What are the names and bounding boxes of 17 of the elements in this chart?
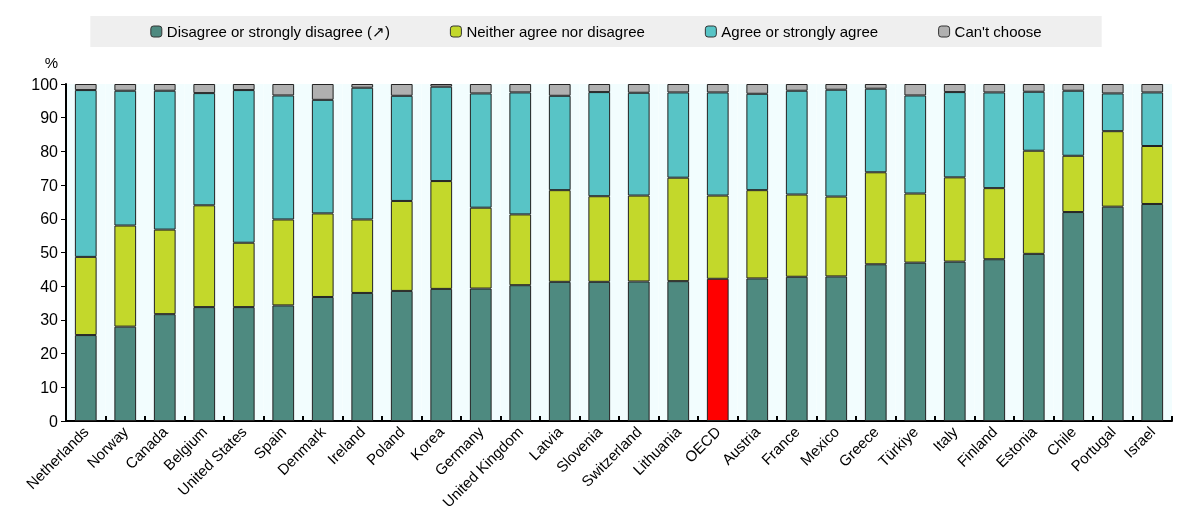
y-tick-label: 70 bbox=[40, 176, 59, 194]
y-tick-label: 90 bbox=[40, 109, 59, 127]
legend-label: Neither agree nor disagree bbox=[466, 23, 645, 40]
y-tick-label: 100 bbox=[31, 75, 59, 93]
y-tick-label: 10 bbox=[40, 378, 59, 396]
y-tick-label: 50 bbox=[40, 244, 59, 261]
legend-label: Agree or strongly agree bbox=[721, 23, 879, 40]
legend-label: Can't choose bbox=[954, 23, 1042, 40]
y-tick-label: 60 bbox=[40, 210, 59, 228]
y-tick-label: 20 bbox=[40, 345, 59, 363]
y-tick-label: 80 bbox=[40, 142, 59, 160]
legend-label: Disagree or strongly disagree (↗) bbox=[166, 23, 390, 40]
y-axis-title: % bbox=[44, 54, 58, 71]
y-tick-label: 30 bbox=[40, 311, 59, 329]
x-tick-label: Italy bbox=[929, 422, 962, 455]
y-tick-label: 0 bbox=[49, 412, 59, 430]
y-tick-label: 40 bbox=[40, 277, 59, 295]
